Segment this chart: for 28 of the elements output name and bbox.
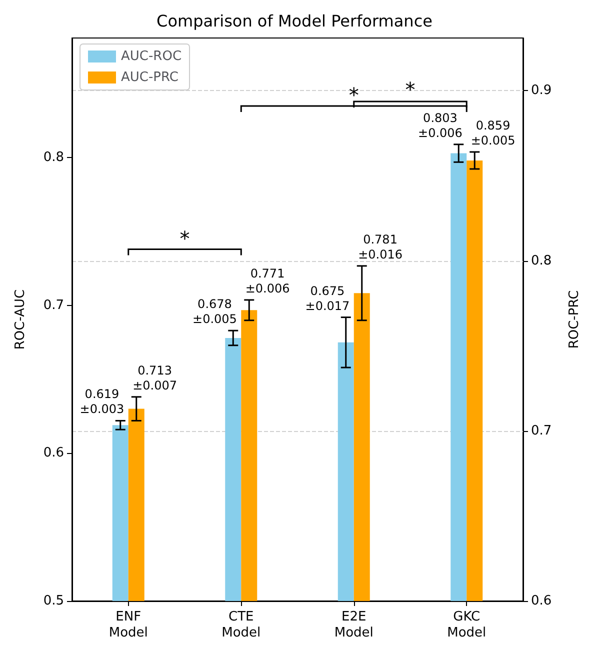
annotation: * xyxy=(405,78,416,102)
x-tick-label: GKC Model xyxy=(447,610,486,640)
y-tick-label: 0.7 xyxy=(43,298,64,313)
chart-title: Comparison of Model Performance xyxy=(156,12,432,30)
annotation: * xyxy=(180,226,190,250)
annotation: * xyxy=(348,82,359,107)
y-axis-title: ROC-AUC xyxy=(13,289,28,350)
y-tick-label: 0.6 xyxy=(43,446,64,461)
y2-tick-label: 0.7 xyxy=(531,423,552,438)
y2-tick-label: 0.9 xyxy=(531,83,552,98)
y2-axis-title: ROC-PRC xyxy=(567,290,582,349)
data-label: 0.713 ±0.007 xyxy=(132,363,177,392)
data-label: 0.675 ±0.017 xyxy=(305,284,350,313)
data-label: 0.771 ±0.006 xyxy=(245,266,290,296)
data-label: 0.859 ±0.005 xyxy=(470,118,516,148)
data-label: 0.781 ±0.016 xyxy=(358,232,402,262)
data-label: 0.803 ±0.006 xyxy=(418,110,462,140)
legend-label: AUC-PRC xyxy=(121,70,178,85)
y2-tick-label: 0.8 xyxy=(531,253,552,268)
y-tick-label: 0.8 xyxy=(43,150,64,166)
y-tick-label: 0.5 xyxy=(43,594,64,608)
x-tick-label: E2E Model xyxy=(334,610,374,640)
x-tick-label: CTE Model xyxy=(222,610,261,640)
data-label: 0.619 ±0.003 xyxy=(80,387,124,416)
data-label: 0.678 ±0.005 xyxy=(192,297,237,326)
legend-label: AUC-ROC xyxy=(121,49,182,64)
y2-tick-label: 0.6 xyxy=(531,594,552,608)
x-tick-label: ENF Model xyxy=(108,610,148,640)
